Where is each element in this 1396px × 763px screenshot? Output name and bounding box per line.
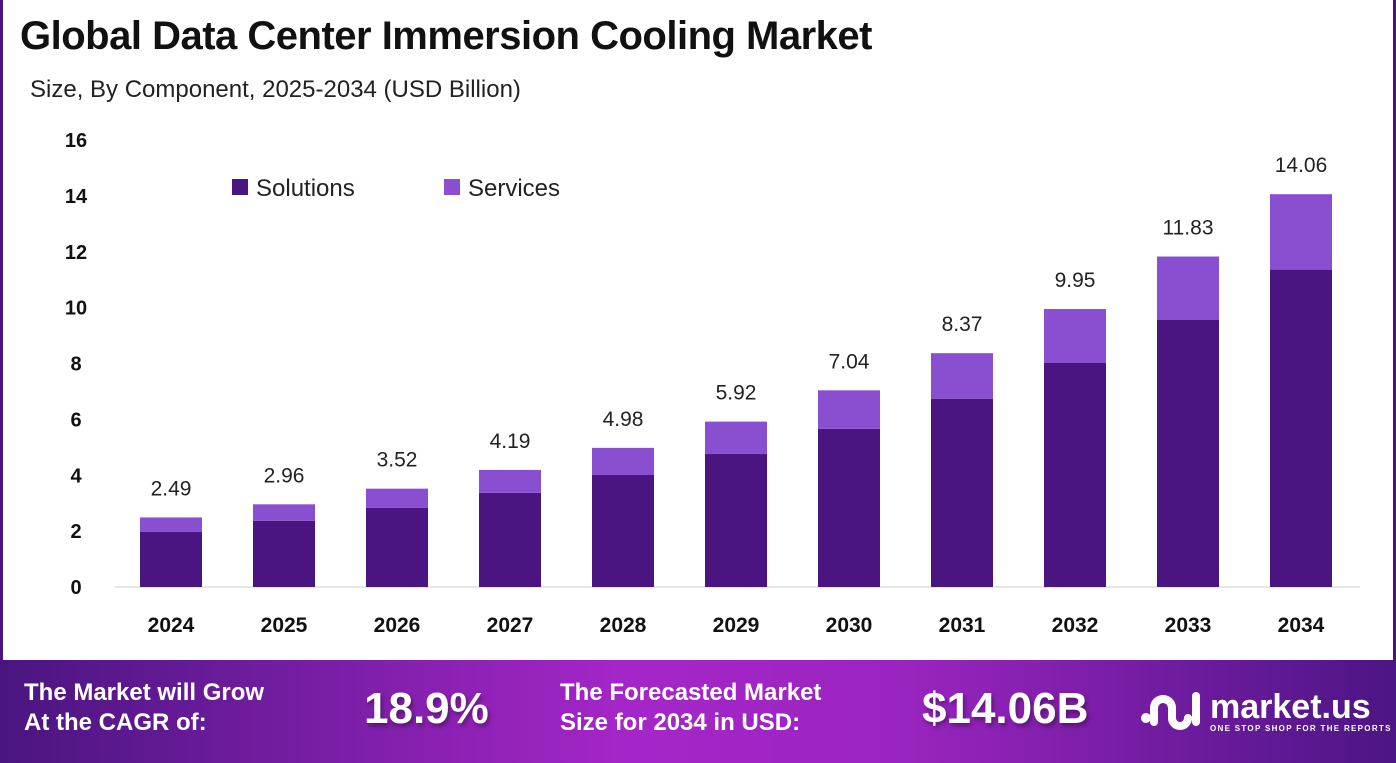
data-label-total: 2.96 xyxy=(264,464,305,487)
data-label-total: 7.04 xyxy=(829,350,870,373)
x-tick-label: 2030 xyxy=(826,614,873,637)
market-us-logo: market.us ONE STOP SHOP FOR THE REPORTS xyxy=(1140,688,1392,734)
cagr-label-line2: At the CAGR of: xyxy=(24,709,207,736)
bar-chart: 0 2 4 6 8 10 12 14 16 Solutions Services 2.49 2024 2.… xyxy=(65,130,1360,637)
y-tick-label: 14 xyxy=(65,186,88,208)
logo-mark-icon xyxy=(1141,692,1200,730)
forecast-value: $14.06B xyxy=(922,684,1089,733)
x-tick-label: 2033 xyxy=(1165,614,1212,637)
bar-solutions-2025 xyxy=(253,520,315,587)
forecast-label-line1: The Forecasted Market xyxy=(560,679,822,706)
bar-solutions-2026 xyxy=(366,507,428,587)
bar-services-2030 xyxy=(818,390,880,429)
data-label-total: 4.19 xyxy=(490,430,531,453)
bar-services-2025 xyxy=(253,504,315,521)
x-tick-label: 2034 xyxy=(1278,614,1325,637)
data-label-total: 14.06 xyxy=(1275,154,1328,177)
x-tick-label: 2028 xyxy=(600,614,647,637)
y-tick-label: 4 xyxy=(70,465,82,487)
data-label-total: 9.95 xyxy=(1055,269,1096,292)
bar-services-2024 xyxy=(140,517,202,532)
bar-services-2028 xyxy=(592,447,654,475)
x-tick-label: 2025 xyxy=(261,614,308,637)
y-tick-label: 16 xyxy=(65,130,87,152)
x-tick-label: 2032 xyxy=(1052,614,1099,637)
cagr-value: 18.9% xyxy=(364,684,489,733)
y-tick-label: 0 xyxy=(70,577,81,599)
bar-services-2027 xyxy=(479,469,541,493)
bar-solutions-2029 xyxy=(705,453,767,587)
chart-title: Global Data Center Immersion Cooling Mar… xyxy=(20,14,873,58)
logo-tagline: ONE STOP SHOP FOR THE REPORTS xyxy=(1210,723,1392,733)
bar-solutions-2031 xyxy=(931,398,993,587)
bar-solutions-2024 xyxy=(140,531,202,587)
legend-swatch-services xyxy=(444,179,460,195)
x-tick-label: 2031 xyxy=(939,614,986,637)
bar-solutions-2034 xyxy=(1270,269,1332,587)
cagr-label-line1: The Market will Grow xyxy=(24,679,265,706)
data-label-total: 2.49 xyxy=(151,477,192,500)
y-tick-label: 6 xyxy=(70,409,81,431)
legend-swatch-solutions xyxy=(232,179,248,195)
bar-services-2034 xyxy=(1270,194,1332,270)
data-label-total: 5.92 xyxy=(716,382,757,405)
data-label-total: 8.37 xyxy=(942,313,983,336)
bar-solutions-2033 xyxy=(1157,319,1219,587)
bar-solutions-2030 xyxy=(818,428,880,587)
y-tick-label: 8 xyxy=(70,354,81,376)
data-label-total: 3.52 xyxy=(377,449,418,472)
bar-solutions-2027 xyxy=(479,492,541,587)
data-label-total: 11.83 xyxy=(1163,216,1214,239)
bar-services-2029 xyxy=(705,421,767,454)
forecast-label-line2: Size for 2034 in USD: xyxy=(560,709,801,736)
footer-banner: The Market will Grow At the CAGR of: 18.… xyxy=(0,660,1396,763)
y-tick-label: 2 xyxy=(70,521,81,543)
x-tick-label: 2027 xyxy=(487,614,534,637)
x-tick-label: 2024 xyxy=(148,614,195,637)
logo-text: market.us xyxy=(1210,687,1371,726)
y-tick-label: 10 xyxy=(65,298,87,320)
bar-solutions-2032 xyxy=(1044,362,1106,587)
data-label-total: 4.98 xyxy=(603,408,644,431)
bar-services-2033 xyxy=(1157,256,1219,320)
x-tick-label: 2026 xyxy=(374,614,421,637)
bar-solutions-2028 xyxy=(592,474,654,587)
bar-services-2032 xyxy=(1044,309,1106,363)
chart-subtitle: Size, By Component, 2025-2034 (USD Billi… xyxy=(30,76,521,103)
legend-label-solutions: Solutions xyxy=(256,175,355,202)
x-tick-label: 2029 xyxy=(713,614,760,637)
y-tick-label: 12 xyxy=(65,242,87,264)
bar-services-2026 xyxy=(366,488,428,508)
legend-label-services: Services xyxy=(468,175,560,202)
bar-services-2031 xyxy=(931,353,993,399)
